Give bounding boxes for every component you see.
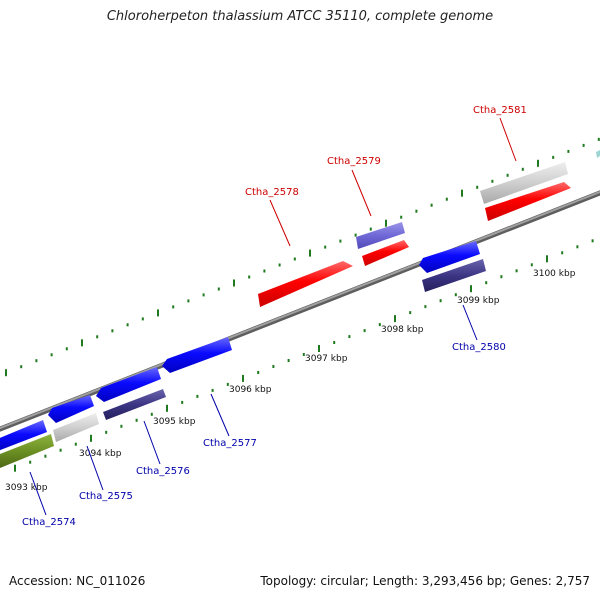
scale-label: 3097 kbp	[305, 354, 348, 364]
gene-label-ctha-2578[interactable]: Ctha_2578	[245, 187, 299, 198]
gene-edge-feature	[596, 150, 600, 158]
gene-ctha-2576-box[interactable]	[103, 389, 166, 420]
gene-ctha-2576-arrow[interactable]	[96, 367, 161, 402]
genome-backbone	[0, 190, 600, 432]
gene-ctha-2574-box[interactable]	[0, 434, 54, 470]
scale-label: 3093 kbp	[5, 483, 48, 493]
map-title: Chloroherpeton thalassium ATCC 35110, co…	[106, 9, 494, 24]
gene-label-ctha-2577[interactable]: Ctha_2577	[203, 438, 257, 449]
gene-label-ctha-2580[interactable]: Ctha_2580	[452, 342, 506, 353]
gene-label-ctha-2579[interactable]: Ctha_2579	[327, 156, 381, 167]
gene-ctha-2575-arrow[interactable]	[48, 395, 94, 423]
genome-summary-text: Topology: circular; Length: 3,293,456 bp…	[260, 574, 590, 588]
gene-ctha-2580-box[interactable]	[422, 259, 486, 292]
gene-ctha-2579-arrow[interactable]	[362, 240, 409, 266]
gene-label-ctha-2575[interactable]: Ctha_2575	[79, 491, 133, 502]
gene-ctha-2579-box[interactable]	[356, 222, 405, 249]
gene-label-ctha-2581[interactable]: Ctha_2581	[473, 105, 527, 116]
gene-ctha-2581-box[interactable]	[480, 162, 568, 204]
gene-ctha-2580-arrow[interactable]	[419, 241, 480, 273]
gene-ctha-2575-box[interactable]	[53, 413, 99, 442]
gene-label-ctha-2574[interactable]: Ctha_2574	[22, 517, 76, 528]
gene-ctha-2574-arrow[interactable]	[0, 420, 47, 452]
gene-features	[0, 150, 600, 470]
accession-text: Accession: NC_011026	[9, 574, 146, 588]
scale-label: 3095 kbp	[153, 417, 196, 427]
gene-ctha-2581-arrow[interactable]	[485, 182, 571, 221]
scale-label: 3099 kbp	[457, 296, 500, 306]
forward-tick-track	[5, 137, 600, 377]
label-leader-lines	[29, 117, 517, 516]
gene-ctha-2577-arrow[interactable]	[162, 337, 232, 373]
scale-label: 3098 kbp	[381, 325, 424, 335]
scale-labels: 3093 kbp 3094 kbp 3095 kbp 3096 kbp 3097…	[5, 269, 576, 493]
scale-label: 3100 kbp	[533, 269, 576, 279]
gene-ctha-2578-arrow[interactable]	[258, 261, 353, 307]
gene-labels: Ctha_2578 Ctha_2579 Ctha_2581 Ctha_2580 …	[22, 105, 527, 528]
scale-label: 3096 kbp	[229, 385, 272, 395]
gene-label-ctha-2576[interactable]: Ctha_2576	[136, 466, 190, 477]
scale-label: 3094 kbp	[79, 449, 122, 459]
reverse-tick-track	[14, 239, 594, 472]
